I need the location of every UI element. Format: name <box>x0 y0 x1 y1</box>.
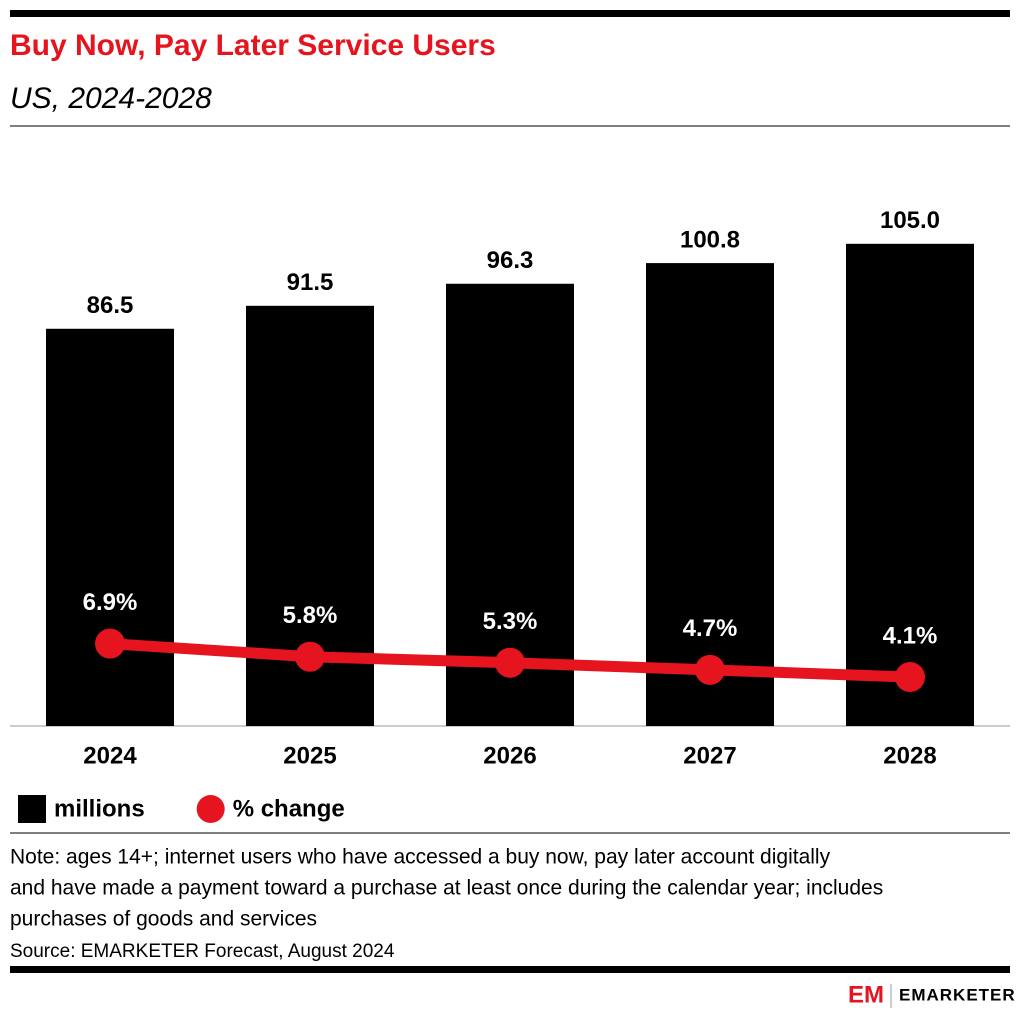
data-label: 6.9% <box>83 589 138 616</box>
bottom-rule <box>10 966 1010 973</box>
source: Source: EMARKETER Forecast, August 2024 <box>10 941 395 962</box>
note-line: and have made a payment toward a purchas… <box>10 877 883 900</box>
data-label: 86.5 <box>87 292 134 319</box>
data-label: 5.8% <box>283 602 338 629</box>
top-rule <box>10 10 1010 17</box>
note-line: purchases of goods and services <box>10 908 317 931</box>
data-label: 4.1% <box>883 622 938 649</box>
data-label: 91.5 <box>287 269 334 296</box>
x-tick-label: 2025 <box>283 742 336 769</box>
line-point <box>495 647 525 678</box>
line-point <box>695 654 725 685</box>
chart-subtitle: US, 2024-2028 <box>10 82 212 115</box>
line-point <box>895 662 925 693</box>
line-point <box>295 641 325 672</box>
data-label: 96.3 <box>487 247 534 274</box>
note-line: Note: ages 14+; internet users who have … <box>10 846 831 869</box>
data-label: 5.3% <box>483 608 538 635</box>
logo-name: EMARKETER <box>899 985 1016 1004</box>
line-point <box>95 628 125 659</box>
bar <box>846 243 974 727</box>
data-label: 100.8 <box>680 226 740 253</box>
x-tick-label: 2028 <box>883 742 936 769</box>
bar <box>646 263 774 726</box>
x-tick-label: 2027 <box>683 742 736 769</box>
legend-swatch <box>18 795 46 823</box>
chart-title: Buy Now, Pay Later Service Users <box>10 29 496 62</box>
legend-label: millions <box>54 795 145 822</box>
data-label: 4.7% <box>683 615 738 642</box>
x-tick-label: 2024 <box>83 742 137 769</box>
bar <box>46 328 174 726</box>
logo-mark: EM <box>848 981 884 1008</box>
data-label: 105.0 <box>880 207 940 234</box>
x-tick-label: 2026 <box>483 742 536 769</box>
legend-label: % change <box>233 795 345 822</box>
legend-swatch <box>196 795 225 823</box>
